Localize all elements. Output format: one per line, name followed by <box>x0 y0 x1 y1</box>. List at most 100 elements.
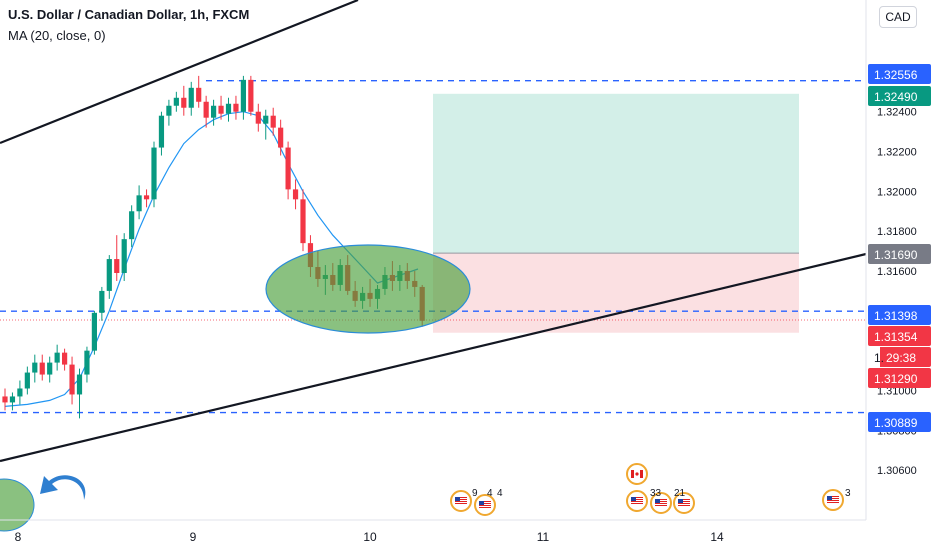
us-flag-stripe <box>827 502 839 503</box>
candle-body <box>54 352 60 363</box>
candle-body <box>114 259 120 273</box>
candle-body <box>188 87 194 108</box>
us-flag-stripe <box>479 501 491 502</box>
us-flag-canton <box>678 499 683 503</box>
us-event-icon[interactable] <box>673 492 695 514</box>
price-tick-label: 1.31000 <box>877 385 917 397</box>
price-label: 1.31290 <box>874 372 918 386</box>
price-label-background <box>868 305 931 325</box>
price-label: 29:38 <box>886 351 916 365</box>
profit-zone <box>433 93 799 254</box>
upper-trend-line <box>0 0 359 145</box>
price-label: 1.32556 <box>874 68 918 82</box>
event-markers: 9 4 4 33 21 3 <box>450 463 851 516</box>
time-tick-label: 8 <box>15 530 22 544</box>
position-zones <box>433 93 799 333</box>
candle-body <box>158 115 165 148</box>
candle-body <box>173 97 179 106</box>
candle-body <box>62 352 68 365</box>
price-tick-label: 1.32400 <box>877 107 917 119</box>
price-label: 1.32490 <box>874 90 918 104</box>
us-flag-stripe <box>827 498 839 499</box>
ca-flag-leaf <box>635 472 639 476</box>
us-flag-stripe <box>678 503 690 504</box>
partial-price-digit: 1. <box>874 351 884 365</box>
candle-body <box>203 101 209 118</box>
us-event-icon[interactable] <box>822 489 844 511</box>
candle-body <box>263 115 269 124</box>
price-label-background <box>868 368 931 388</box>
us-flag-stripe <box>455 503 467 504</box>
us-event-icon[interactable] <box>626 490 648 512</box>
candle-body <box>181 97 187 108</box>
price-tick-label: 1.31600 <box>877 266 917 278</box>
candle-body <box>91 312 97 351</box>
candle-body <box>84 350 90 375</box>
us-event-icon[interactable] <box>450 490 472 512</box>
candle-body <box>233 103 239 112</box>
price-tick-label: 1.30600 <box>877 465 917 477</box>
candle-body <box>166 105 172 116</box>
us-flag-stripe <box>678 499 690 500</box>
us-flag-canton <box>631 497 636 501</box>
candle-body <box>225 103 232 114</box>
currency-button[interactable]: CAD <box>879 6 917 28</box>
chart-title: U.S. Dollar / Canadian Dollar, 1h, FXCM <box>8 7 250 22</box>
label-gap <box>868 347 880 367</box>
candle-body <box>196 87 202 102</box>
candle-body <box>278 127 284 148</box>
us-flag-stripe <box>827 500 839 501</box>
candle-body <box>248 79 254 112</box>
us-flag-canton <box>455 497 460 501</box>
candle-body <box>2 396 8 403</box>
event-count: 4 <box>497 488 503 499</box>
ca-event-icon[interactable] <box>626 463 648 485</box>
candle-body <box>151 147 157 200</box>
indicator-label[interactable]: MA (20, close, 0) <box>8 28 106 43</box>
candle-body <box>218 105 224 114</box>
price-label-background <box>868 412 931 432</box>
candle-body <box>99 290 105 313</box>
candle-body <box>292 189 299 200</box>
us-flag-stripe <box>455 501 467 502</box>
partial-ellipse <box>0 478 35 532</box>
event-count: 3 <box>845 488 851 499</box>
price-tick-label: 1.31800 <box>877 226 917 238</box>
ca-flag-right <box>640 470 643 478</box>
event-count: 9 <box>472 488 478 499</box>
candle-body <box>211 105 217 118</box>
candle-body <box>255 111 261 124</box>
us-event-icon[interactable] <box>474 494 496 516</box>
candle-body <box>17 388 23 397</box>
event-count: 21 <box>674 488 686 499</box>
us-flag-stripe <box>827 496 839 497</box>
us-flag-stripe <box>631 499 643 500</box>
candle-body <box>285 147 291 190</box>
price-label: 1.31690 <box>874 248 918 262</box>
event-count: 33 <box>650 488 662 499</box>
us-flag-stripe <box>631 503 643 504</box>
misc-drawings <box>0 475 86 532</box>
trend-lines <box>0 0 867 463</box>
price-label-background <box>868 326 931 346</box>
us-event-icon[interactable] <box>650 492 672 514</box>
us-flag-stripe <box>479 505 491 506</box>
highlight-ellipse <box>265 244 471 334</box>
time-tick-label: 11 <box>537 530 550 544</box>
loss-zone <box>433 253 799 333</box>
us-flag-stripe <box>678 505 690 506</box>
time-axis: 8 9 10 11 14 <box>0 519 866 544</box>
candle-body <box>24 372 30 389</box>
curved-arrow <box>40 475 86 500</box>
candle-body <box>32 362 38 373</box>
price-label: 1.31354 <box>874 330 918 344</box>
us-flag-stripe <box>678 501 690 502</box>
candle-body <box>300 199 306 244</box>
candle-body <box>136 195 142 212</box>
candle-body <box>39 362 45 375</box>
us-flag-canton <box>655 499 660 503</box>
us-flag-stripe <box>631 497 643 498</box>
candle-body <box>9 396 16 403</box>
